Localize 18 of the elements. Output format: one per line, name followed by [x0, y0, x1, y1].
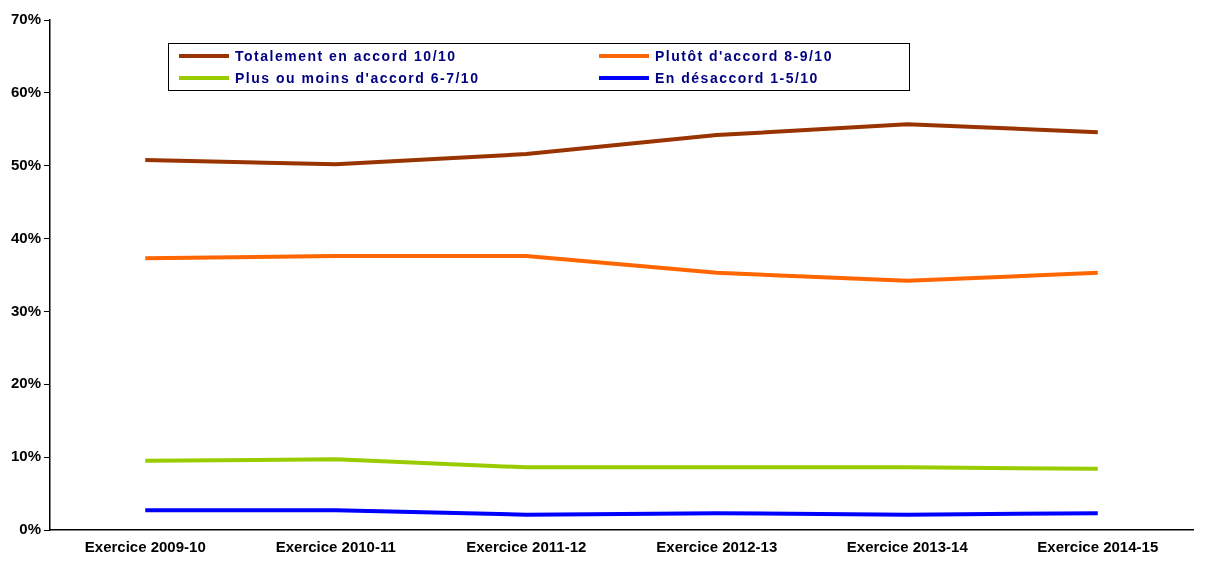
- x-tick-label: Exercice 2012-13: [656, 538, 778, 556]
- x-tick-label: Exercice 2011-12: [466, 538, 587, 556]
- legend-label: Plutôt d'accord 8-9/10: [655, 48, 833, 64]
- y-tick-label: 20%: [10, 374, 42, 392]
- x-tick-label: Exercice 2014-15: [1037, 538, 1159, 556]
- y-tick-label: 10%: [10, 447, 42, 465]
- x-tick-label: Exercice 2009-10: [84, 538, 206, 556]
- x-tick-label: Exercice 2013-14: [846, 538, 969, 556]
- x-tick-label: Exercice 2010-11: [275, 538, 396, 556]
- y-tick-label: 70%: [10, 10, 42, 28]
- legend-label: En désaccord 1-5/10: [655, 70, 819, 86]
- y-tick-label: 40%: [10, 228, 42, 246]
- y-tick-label: 0%: [19, 520, 42, 538]
- y-tick-label: 30%: [10, 301, 42, 319]
- y-tick-label: 50%: [10, 155, 42, 173]
- y-tick-label: 60%: [10, 83, 42, 100]
- legend-label: Plus ou moins d'accord 6-7/10: [235, 70, 480, 86]
- legend-label: Totalement en accord 10/10: [235, 48, 457, 64]
